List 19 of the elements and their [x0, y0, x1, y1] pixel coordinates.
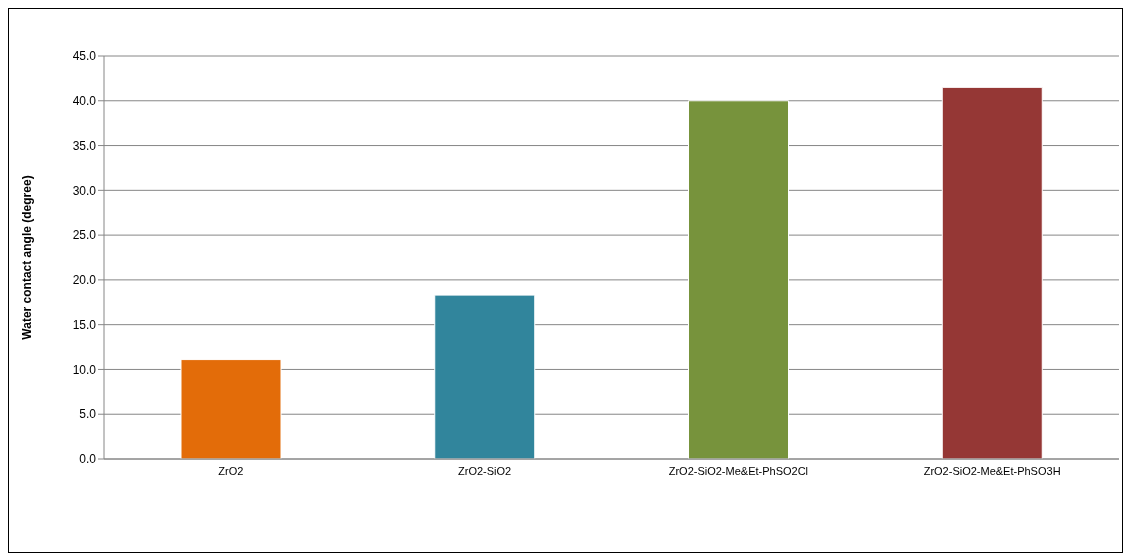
bar: [180, 359, 282, 459]
y-axis-title: Water contact angle (degree): [20, 175, 35, 340]
y-tick-label: 45.0: [72, 49, 97, 64]
y-tick-label: 40.0: [72, 94, 97, 109]
y-tick-label: 25.0: [72, 228, 97, 243]
x-tick-label: ZrO2: [218, 464, 244, 477]
y-tick-label: 5.0: [79, 407, 97, 422]
y-tick-label: 35.0: [72, 138, 97, 153]
x-tick-label: ZrO2-SiO2: [458, 464, 512, 477]
y-tick-label: 30.0: [72, 183, 97, 198]
bar: [688, 100, 789, 459]
x-tick-label: ZrO2-SiO2-Me&Et-PhSO2Cl: [668, 464, 809, 477]
bar: [941, 86, 1043, 459]
x-tick-label: ZrO2-SiO2-Me&Et-PhSO3H: [923, 464, 1061, 477]
y-tick-label: 20.0: [72, 273, 97, 288]
bar: [434, 294, 536, 459]
y-tick-label: 0.0: [79, 452, 97, 467]
y-tick-label: 15.0: [72, 317, 97, 332]
y-tick-label: 10.0: [72, 362, 97, 377]
